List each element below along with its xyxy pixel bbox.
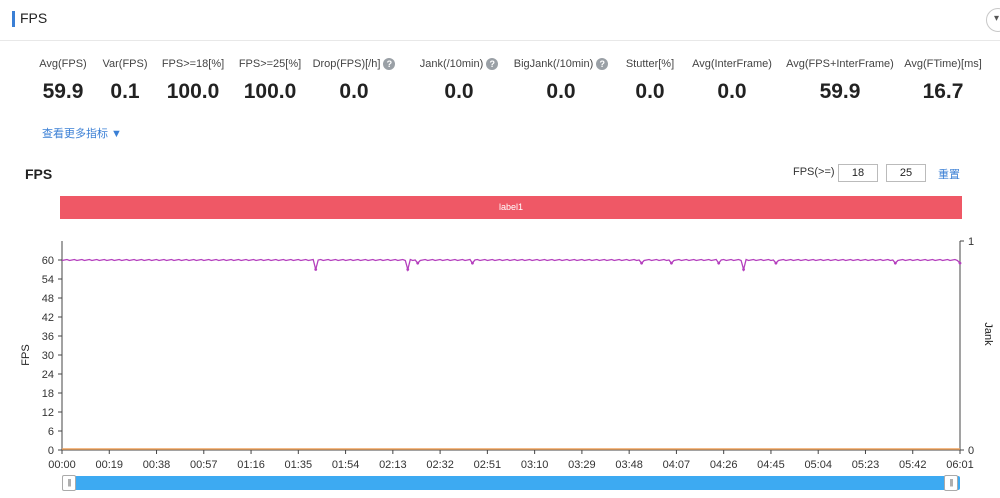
metric-0: Avg(FPS) 59.9 bbox=[3, 58, 123, 104]
chart-title: FPS bbox=[25, 166, 53, 182]
y-tick-label: 54 bbox=[42, 274, 54, 286]
fps-dip-point bbox=[314, 268, 318, 271]
metric-label: FPS>=25[%] bbox=[238, 58, 302, 70]
metric-label: Jank(/10min) bbox=[419, 58, 484, 70]
fps-dip-point bbox=[958, 261, 962, 265]
slider-left-handle[interactable]: ||| bbox=[62, 475, 76, 491]
y-tick-label: 18 bbox=[42, 388, 54, 400]
metric-1: Var(FPS) 0.1 bbox=[65, 58, 185, 104]
x-tick-label: 06:01 bbox=[946, 459, 974, 471]
time-range-slider[interactable] bbox=[62, 476, 960, 490]
metric-label: Stutter[%] bbox=[625, 58, 675, 70]
y-tick-label: 36 bbox=[42, 331, 54, 343]
fps-dip-point bbox=[416, 261, 420, 265]
y-tick-label: 30 bbox=[42, 350, 54, 362]
x-tick-label: 05:23 bbox=[852, 459, 880, 471]
x-tick-label: 04:26 bbox=[710, 459, 738, 471]
y2-axis-label: Jank bbox=[982, 322, 994, 346]
x-tick-label: 00:19 bbox=[95, 459, 123, 471]
metric-value: 16.7 bbox=[922, 80, 964, 103]
x-tick-label: 00:38 bbox=[143, 459, 171, 471]
fps-dip-point bbox=[774, 261, 778, 265]
metric-label: Drop(FPS)[/h] bbox=[312, 58, 381, 70]
metric-value: 100.0 bbox=[243, 80, 297, 103]
series-fps-line bbox=[61, 258, 961, 273]
x-tick-label: 00:57 bbox=[190, 459, 218, 471]
y-tick-label: 0 bbox=[48, 445, 54, 457]
metric-9: Avg(FPS+InterFrame) 59.9 bbox=[780, 58, 900, 104]
x-tick-label: 04:45 bbox=[757, 459, 785, 471]
metric-value: 0.0 bbox=[635, 80, 665, 103]
metric-8: Avg(InterFrame) 0.0 bbox=[672, 58, 792, 104]
x-tick-label: 02:13 bbox=[379, 459, 407, 471]
x-tick-label: 03:10 bbox=[521, 459, 549, 471]
x-tick-label: 00:00 bbox=[48, 459, 76, 471]
chevron-down-icon: ▾ bbox=[994, 13, 1000, 24]
metric-label: Avg(InterFrame) bbox=[692, 58, 772, 70]
reset-link[interactable]: 重置 bbox=[938, 169, 960, 181]
metric-label: Avg(FPS+InterFrame) bbox=[786, 58, 894, 70]
metric-7: Stutter[%] 0.0 bbox=[590, 58, 710, 104]
x-tick-label: 01:54 bbox=[332, 459, 360, 471]
metric-10: Avg(FTime)[ms] 16.7 bbox=[883, 58, 1000, 104]
metric-value: 100.0 bbox=[166, 80, 220, 103]
metric-label: FPS>=18[%] bbox=[161, 58, 225, 70]
metric-6: BigJank(/10min)? 0.0 bbox=[501, 58, 621, 104]
y-axis-label: FPS bbox=[20, 344, 32, 365]
metric-4: Drop(FPS)[/h]? 0.0 bbox=[294, 58, 414, 104]
threshold-input-2[interactable] bbox=[886, 164, 926, 182]
x-tick-label: 02:51 bbox=[474, 459, 502, 471]
x-tick-label: 01:35 bbox=[285, 459, 313, 471]
y-tick-label: 48 bbox=[42, 293, 54, 305]
x-tick-label: 05:04 bbox=[804, 459, 832, 471]
fps-dip-point bbox=[742, 268, 745, 271]
y-tick-label: 42 bbox=[42, 312, 54, 324]
y2-tick-label: 0 bbox=[968, 445, 974, 457]
metric-value: 59.9 bbox=[42, 80, 84, 103]
metric-label: Avg(FPS) bbox=[39, 58, 87, 70]
x-tick-label: 03:48 bbox=[615, 459, 643, 471]
metric-2: FPS>=18[%] 100.0 bbox=[133, 58, 253, 104]
metric-value: 59.9 bbox=[819, 80, 861, 103]
y-tick-label: 6 bbox=[48, 426, 54, 438]
y-tick-label: 60 bbox=[42, 255, 54, 267]
help-icon[interactable]: ? bbox=[383, 58, 396, 70]
y2-tick-label: 1 bbox=[968, 236, 974, 248]
slider-right-handle[interactable]: ||| bbox=[944, 475, 958, 491]
panel-header: FPS ▾ bbox=[0, 0, 1000, 41]
fps-dip-point bbox=[893, 261, 897, 265]
header-accent-bar bbox=[12, 11, 15, 27]
metric-value: 0.0 bbox=[339, 80, 369, 103]
help-icon[interactable]: ? bbox=[486, 58, 499, 70]
help-icon[interactable]: ? bbox=[596, 58, 609, 70]
threshold-input-1[interactable] bbox=[838, 164, 878, 182]
metric-5: Jank(/10min)? 0.0 bbox=[399, 58, 519, 104]
threshold-label: FPS(>=) bbox=[793, 166, 835, 178]
label-band: label1 bbox=[60, 196, 962, 219]
fps-dip-point bbox=[640, 261, 643, 265]
metric-value: 0.0 bbox=[444, 80, 474, 103]
y-tick-label: 24 bbox=[42, 369, 54, 381]
metric-label: Avg(FTime)[ms] bbox=[904, 58, 982, 70]
x-tick-label: 05:42 bbox=[899, 459, 927, 471]
fps-dip-point bbox=[717, 261, 721, 265]
fps-dip-point bbox=[670, 261, 673, 265]
metric-value: 0.0 bbox=[717, 80, 747, 103]
fps-dip-point bbox=[406, 268, 410, 271]
fps-dip-point bbox=[471, 261, 474, 265]
metric-label: BigJank(/10min) bbox=[513, 58, 594, 70]
more-metrics-link[interactable]: 查看更多指标 ▼ bbox=[42, 128, 122, 140]
metric-label: Var(FPS) bbox=[102, 58, 148, 70]
x-tick-label: 01:16 bbox=[237, 459, 265, 471]
metric-3: FPS>=25[%] 100.0 bbox=[210, 58, 330, 104]
x-tick-label: 03:29 bbox=[568, 459, 596, 471]
x-tick-label: 02:32 bbox=[426, 459, 454, 471]
metric-value: 0.1 bbox=[110, 80, 140, 103]
x-tick-label: 04:07 bbox=[663, 459, 691, 471]
y-tick-label: 12 bbox=[42, 407, 54, 419]
panel-title: FPS bbox=[20, 10, 48, 26]
metric-value: 0.0 bbox=[546, 80, 576, 103]
